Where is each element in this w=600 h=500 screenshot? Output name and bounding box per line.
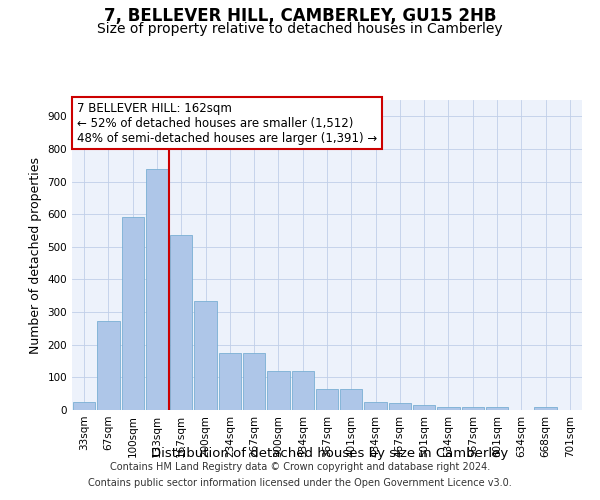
Text: 7 BELLEVER HILL: 162sqm
← 52% of detached houses are smaller (1,512)
48% of semi: 7 BELLEVER HILL: 162sqm ← 52% of detache… [77,102,377,144]
Bar [146,168,168,410]
Bar [170,236,193,410]
Bar [316,389,338,410]
Text: Contains HM Land Registry data © Crown copyright and database right 2024.: Contains HM Land Registry data © Crown c… [110,462,490,472]
Bar [243,353,265,410]
Bar [340,389,362,410]
Bar [535,406,557,410]
Bar [413,405,436,410]
Text: Size of property relative to detached houses in Camberley: Size of property relative to detached ho… [97,22,503,36]
Bar [267,371,290,410]
Bar [486,406,508,410]
Bar [122,218,144,410]
Bar [364,402,387,410]
Text: Distribution of detached houses by size in Camberley: Distribution of detached houses by size … [151,448,509,460]
Bar [461,406,484,410]
Bar [218,353,241,410]
Y-axis label: Number of detached properties: Number of detached properties [29,156,42,354]
Bar [73,402,95,410]
Text: Contains public sector information licensed under the Open Government Licence v3: Contains public sector information licen… [88,478,512,488]
Bar [194,300,217,410]
Text: 7, BELLEVER HILL, CAMBERLEY, GU15 2HB: 7, BELLEVER HILL, CAMBERLEY, GU15 2HB [104,8,496,26]
Bar [437,406,460,410]
Bar [97,321,119,410]
Bar [292,371,314,410]
Bar [389,404,411,410]
